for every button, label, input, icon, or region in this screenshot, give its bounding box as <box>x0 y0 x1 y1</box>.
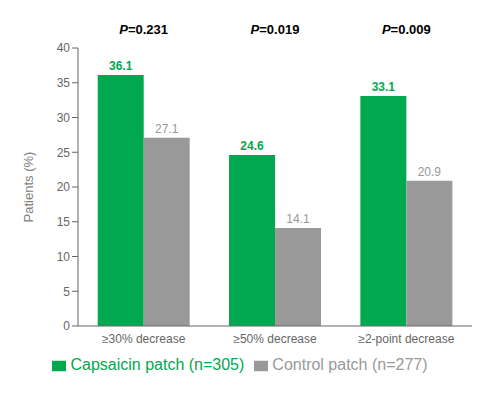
svg-text:35: 35 <box>57 76 71 90</box>
html-text:Capsaicin patch (n=305): Capsaicin patch (n=305) <box>70 356 245 373</box>
svg-text:24.6: 24.6 <box>240 139 264 153</box>
svg-text:14.1: 14.1 <box>286 212 310 226</box>
svg-text:≥30% decrease: ≥30% decrease <box>102 332 186 346</box>
svg-text:5: 5 <box>63 285 70 299</box>
html-text:Control patch (n=277): Control patch (n=277) <box>272 356 428 373</box>
svg-text:25: 25 <box>57 146 71 160</box>
svg-text:40: 40 <box>57 41 71 55</box>
svg-text:≥2-point decrease: ≥2-point decrease <box>358 332 454 346</box>
svg-text:≥50% decrease: ≥50% decrease <box>233 332 317 346</box>
svg-text:P=0.231: P=0.231 <box>119 22 168 37</box>
svg-text:Patients (%): Patients (%) <box>21 152 36 223</box>
svg-text:27.1: 27.1 <box>155 122 179 136</box>
svg-text:30: 30 <box>57 111 71 125</box>
svg-text:P=0.019: P=0.019 <box>251 22 300 37</box>
svg-text:10: 10 <box>57 250 71 264</box>
svg-text:33.1: 33.1 <box>372 80 396 94</box>
svg-text:P=0.009: P=0.009 <box>382 22 431 37</box>
svg-text:20: 20 <box>57 180 71 194</box>
svg-text:15: 15 <box>57 215 71 229</box>
svg-text:0: 0 <box>63 319 70 333</box>
svg-text:20.9: 20.9 <box>418 165 442 179</box>
svg-text:36.1: 36.1 <box>109 59 133 73</box>
